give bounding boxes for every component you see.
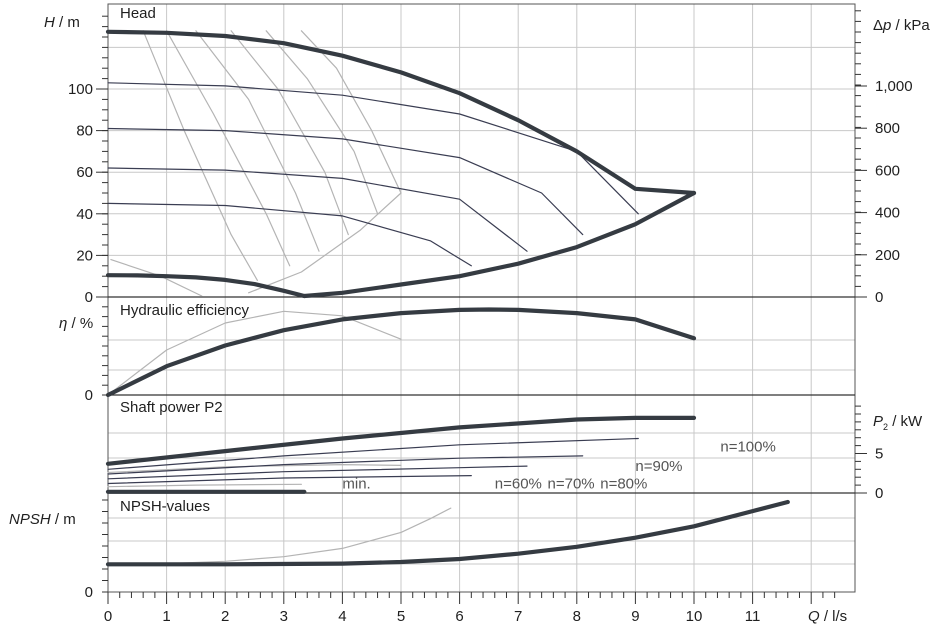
head-right-axis-unit: / kPa — [891, 17, 930, 34]
speed-label: n=90% — [635, 458, 682, 475]
x-tick-label: 5 — [397, 608, 405, 625]
head-curve-speed — [108, 129, 583, 235]
npsh-y-axis-label-var: NPSH — [9, 511, 51, 528]
head-curve-grey — [266, 31, 377, 214]
power-curve-speed — [108, 466, 527, 479]
head-right-tick-label: 800 — [875, 120, 900, 137]
head-y-axis-label-unit: / m — [55, 14, 80, 31]
power-right-tick-label: 5 — [875, 446, 883, 463]
head-y-axis-label-var: H — [44, 14, 55, 31]
x-tick-label: 10 — [686, 608, 703, 625]
npsh-y-axis-label: NPSH / m — [9, 511, 76, 528]
eff-y-tick-label: 0 — [85, 387, 93, 404]
eff-panel-title: Hydraulic efficiency — [120, 302, 249, 319]
head-y-tick-label: 100 — [68, 81, 93, 98]
head-panel-title: Head — [120, 5, 156, 22]
x-tick-label: 9 — [631, 608, 639, 625]
plot-frame — [108, 4, 855, 592]
x-axis-label-unit: / l/s — [820, 608, 848, 625]
eff-y-axis-label-unit: / % — [67, 315, 93, 332]
x-tick-label: 2 — [221, 608, 229, 625]
speed-label: min. — [342, 476, 370, 493]
head-curve-min — [108, 275, 304, 296]
head-y-tick-label: 60 — [76, 164, 93, 181]
head-right-axis-label: Δp / kPa — [873, 17, 930, 34]
x-tick-label: 1 — [162, 608, 170, 625]
panel-frames — [108, 4, 855, 592]
head-curve-speed — [108, 168, 527, 251]
x-axis-label: Q / l/s — [808, 608, 847, 625]
head-y-tick-label: 0 — [85, 289, 93, 306]
power-curve-grey — [108, 484, 301, 486]
efficiency-curve-grey — [108, 311, 401, 395]
npsh-y-axis-label-unit: / m — [51, 511, 76, 528]
head-right-axis-var: p — [882, 17, 891, 34]
power-right-axis-unit: / kW — [888, 413, 923, 430]
head-curve-grey — [301, 31, 401, 193]
x-tick-label: 8 — [573, 608, 581, 625]
eff-y-axis-label-var: η — [59, 315, 67, 332]
head-right-tick-label: 1,000 — [875, 78, 913, 95]
power-right-tick-label: 0 — [875, 485, 883, 502]
speed-label: n=100% — [720, 438, 775, 455]
head-curve-speed — [108, 83, 638, 214]
speed-label: n=70% — [548, 476, 595, 493]
npsh-curve-grey — [108, 508, 451, 564]
power-panel-title: Shaft power P2 — [120, 399, 223, 416]
head-curve-grey — [143, 31, 257, 281]
head-curve-speed — [108, 203, 471, 265]
head-right-axis-prefix: Δ — [873, 17, 883, 34]
x-axis-label-var: Q — [808, 608, 820, 625]
x-tick-label: 6 — [455, 608, 463, 625]
power-right-axis-label: P2 / kW — [873, 413, 923, 432]
power-right-axis-var: P — [873, 413, 883, 430]
head-right-tick-label: 0 — [875, 289, 883, 306]
head-right-tick-label: 400 — [875, 205, 900, 222]
npsh-y-tick-label: 0 — [85, 584, 93, 601]
x-tick-label: 4 — [338, 608, 346, 625]
head-curve-grey — [249, 193, 401, 293]
x-tick-label: 11 — [745, 608, 761, 625]
head-right-tick-label: 200 — [875, 247, 900, 264]
head-y-tick-label: 80 — [76, 123, 93, 140]
head-y-tick-label: 20 — [76, 247, 93, 264]
npsh-panel-title: NPSH-values — [120, 498, 210, 515]
grid — [108, 4, 855, 592]
head-right-tick-label: 600 — [875, 162, 900, 179]
head-curve-grey — [167, 31, 290, 266]
x-tick-label: 7 — [514, 608, 522, 625]
speed-label: n=60% — [495, 476, 542, 493]
x-tick-label: 0 — [104, 608, 112, 625]
speed-label: n=80% — [600, 476, 647, 493]
x-tick-label: 3 — [280, 608, 288, 625]
eff-y-axis-label: η / % — [59, 315, 93, 332]
head-y-tick-label: 40 — [76, 206, 93, 223]
head-y-axis-label: H / m — [44, 14, 80, 31]
